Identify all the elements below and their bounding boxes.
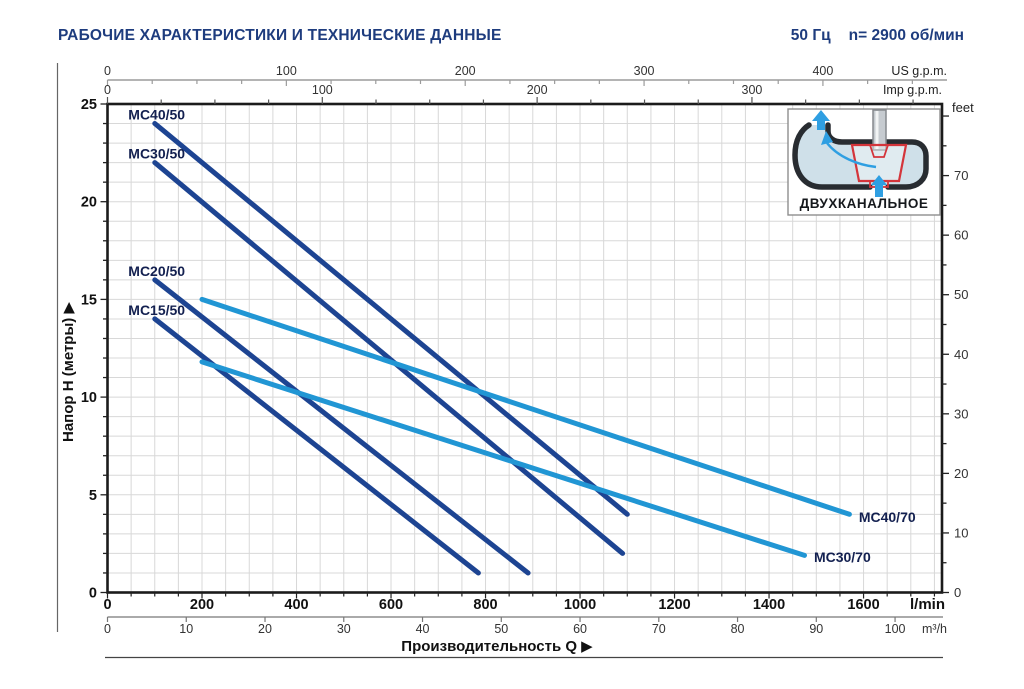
inlet-flow-arrow-icon [871,175,887,197]
lmin-tick-label: 200 [190,597,214,613]
us-gpm-unit-label: US g.p.m. [891,64,947,78]
feet-tick-label: 30 [954,406,968,421]
feet-tick-label: 50 [954,287,968,302]
m3h-tick-label: 60 [573,622,587,636]
m3h-tick-label: 50 [494,622,508,636]
m3h-tick-label: 80 [731,622,745,636]
m3h-tick-label: 40 [416,622,430,636]
internal-flow-arrowhead-icon [821,131,833,145]
imp-gpm-tick-label: 0 [104,83,111,97]
us-gpm-tick-label: 400 [812,64,833,78]
imp-gpm-unit-label: Imp g.p.m. [883,83,942,97]
curve-label-MC15/50: MC15/50 [128,302,185,318]
meters-tick-label: 15 [81,292,97,308]
meters-tick-label: 5 [89,488,97,504]
plot-border [106,102,944,594]
curve-MC40/70 [199,296,852,517]
curve-MC20/50 [152,277,531,576]
curve-MC40/50 [152,121,630,517]
inset-label: ДВУХКАНАЛЬНОЕ [800,196,929,211]
imp-gpm-tick-label: 300 [742,83,763,97]
impeller-inset: ДВУХКАНАЛЬНОЕ [787,108,941,216]
frequency-label: 50 Гц [790,27,831,44]
curve-label-MC40/50: MC40/50 [128,107,185,123]
feet-tick-label: 20 [954,466,968,481]
meters-tick-label: 0 [89,586,97,602]
m3h-unit-label: m³/h [922,622,947,636]
curve-label-MC20/50: MC20/50 [128,263,185,279]
m3h-tick-label: 90 [809,622,823,636]
m3h-tick-label: 70 [652,622,666,636]
frequency-speed-title: 50 Гц n= 2900 об/мин [791,27,964,45]
pump-casing-outline [825,122,929,190]
pump-casing-outline-2 [792,122,873,190]
feet-tick-label: 0 [954,585,961,600]
meters-tick-label: 10 [81,390,97,406]
internal-flow-arrow-icon [826,142,877,169]
imp-gpm-tick-label: 100 [312,83,333,97]
us-gpm-tick-label: 0 [104,64,111,78]
curve-MC30/50 [152,160,626,556]
lmin-tick-label: 1200 [658,597,690,613]
lmin-tick-label: 1600 [847,597,879,613]
us-gpm-tick-label: 300 [634,64,655,78]
lmin-unit-label: l/min [910,596,945,613]
us-gpm-tick-label: 200 [455,64,476,78]
m3h-tick-label: 10 [179,622,193,636]
y-axis-title: Напор H (метры) ▶ [60,302,77,442]
m3h-tick-label: 0 [104,622,111,636]
m3h-tick-label: 100 [885,622,906,636]
curve-MC30/70 [199,359,807,558]
feet-tick-label: 10 [954,525,968,540]
m3h-tick-label: 20 [258,622,272,636]
curve-label-MC30/70: MC30/70 [814,549,871,565]
x-axis-title: Производительность Q ▶ [401,638,593,655]
page-title: РАБОЧИЕ ХАРАКТЕРИСТИКИ И ТЕХНИЧЕСКИЕ ДАН… [58,27,502,44]
feet-tick-label: 60 [954,228,968,243]
curve-label-MC40/70: MC40/70 [859,509,916,525]
speed-label: n= 2900 об/мин [848,27,964,44]
chart-layer: MC40/50 MC30/50 MC20/50 MC15/50 MC40/70 MC30/… [56,63,974,659]
meters-tick-label: 25 [81,97,97,113]
us-gpm-tick-label: 100 [276,64,297,78]
lmin-tick-label: 0 [103,597,111,613]
lmin-tick-label: 400 [284,597,308,613]
impeller-hub-detail [869,144,889,158]
curve-label-MC30/50: MC30/50 [128,146,185,162]
curve-MC15/50 [152,316,481,576]
lmin-tick-label: 1000 [564,597,596,613]
feet-unit-label: feet [952,100,974,115]
imp-gpm-tick-label: 200 [527,83,548,97]
outlet-flow-arrow-icon [812,110,830,130]
meters-tick-label: 20 [81,195,97,211]
feet-tick-label: 70 [954,168,968,183]
lmin-tick-label: 1400 [753,597,785,613]
lmin-tick-label: 600 [379,597,403,613]
feet-tick-label: 40 [954,347,968,362]
m3h-tick-label: 30 [337,622,351,636]
lmin-tick-label: 800 [473,597,497,613]
